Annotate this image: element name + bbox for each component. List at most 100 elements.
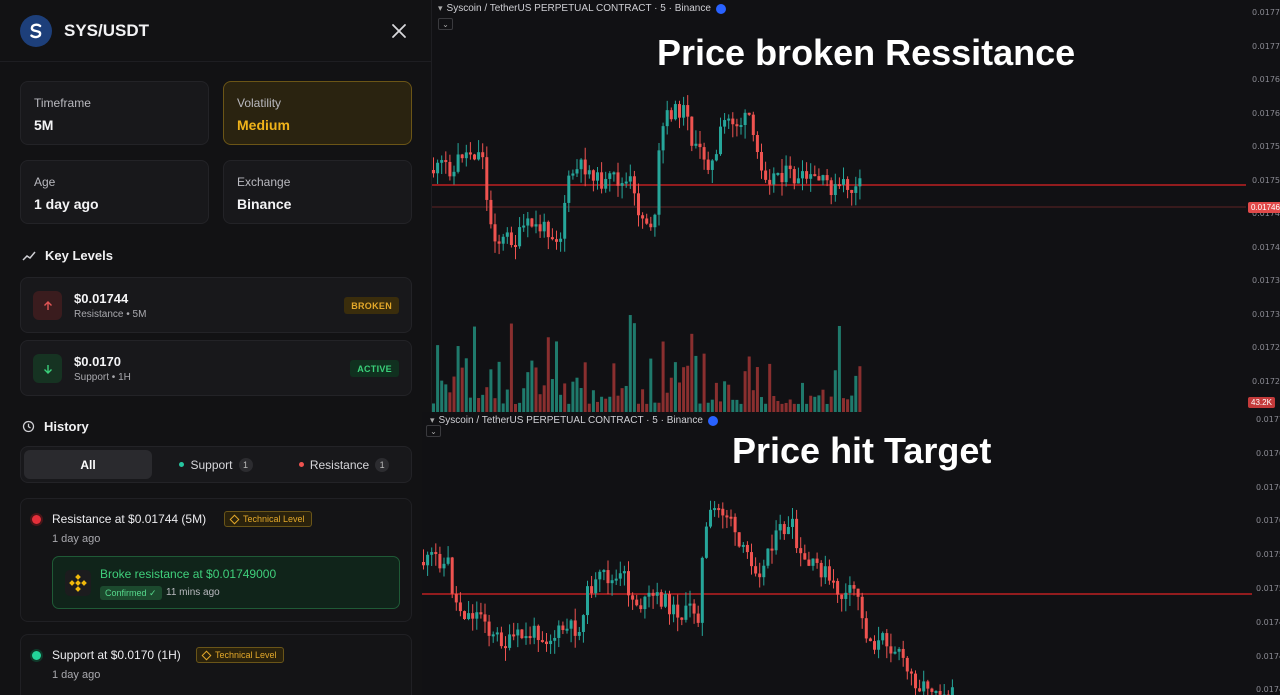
candle-body — [813, 174, 817, 177]
candle-body — [696, 613, 700, 623]
tab-all[interactable]: All — [24, 450, 152, 479]
volume-bar — [821, 389, 825, 412]
volume-bar — [612, 363, 616, 412]
chart-symbol-label: ▾ Syscoin / TetherUS PERPETUAL CONTRACT ·… — [438, 3, 726, 14]
candle-body — [782, 524, 786, 535]
candle-body — [745, 544, 749, 553]
volume-bar — [600, 396, 604, 412]
candle-body — [922, 681, 926, 692]
candle-body — [858, 178, 862, 187]
candle-body — [579, 159, 583, 170]
volume-bar — [678, 382, 681, 412]
candle-body — [649, 223, 653, 228]
candle-body — [850, 189, 854, 193]
volume-bar — [456, 346, 460, 412]
candle-body — [422, 562, 425, 566]
chevron-down-icon[interactable]: ⌄ — [438, 18, 453, 30]
event-title: Broke resistance at $0.01749000 — [100, 567, 277, 581]
candle-body — [930, 688, 934, 692]
volume-bar — [747, 356, 751, 412]
history-item-resistance[interactable]: Resistance at $0.01744 (5M) Technical Le… — [20, 498, 412, 622]
volume-bar — [632, 323, 636, 412]
candle-body — [645, 218, 649, 224]
candle-body — [692, 603, 696, 614]
candle-body — [632, 176, 636, 194]
volume-bar — [755, 367, 759, 412]
volume-bar — [813, 396, 817, 412]
candle-body — [491, 634, 495, 637]
volume-bar — [723, 381, 727, 412]
candle-body — [571, 173, 575, 176]
candle-body — [684, 605, 688, 620]
status-dot — [32, 651, 41, 660]
candle-body — [467, 613, 471, 620]
candle-body — [448, 161, 452, 177]
candle-body — [624, 181, 628, 184]
candle-body — [739, 125, 743, 128]
candle-body — [827, 566, 831, 581]
key-level-support[interactable]: $0.0170 Support • 1H ACTIVE — [20, 340, 412, 396]
candle-body — [768, 179, 772, 185]
candle-body — [750, 552, 753, 567]
price-tick: 0.01735 — [1252, 276, 1280, 285]
volume-bar — [546, 337, 550, 412]
candle-body — [512, 634, 516, 637]
candle-body — [823, 566, 827, 578]
candle-body — [559, 238, 563, 242]
price-tick: 0.01755 — [1252, 142, 1280, 151]
close-icon[interactable] — [387, 19, 411, 43]
level-details-panel: SYS/USDT Timeframe 5M Volatility Medium … — [0, 0, 432, 695]
exchange-value: Binance — [237, 196, 292, 212]
volume-bar — [604, 398, 608, 412]
candle-body — [914, 673, 917, 689]
timeframe-value: 5M — [34, 117, 54, 133]
volume-bar — [743, 371, 747, 412]
candle-body — [709, 509, 712, 527]
candle-body — [657, 150, 661, 215]
candle-body — [725, 515, 729, 518]
tab-label: All — [80, 457, 96, 472]
candle-body — [832, 580, 835, 583]
candle-body — [735, 124, 739, 127]
tab-resistance[interactable]: Resistance 1 — [280, 450, 408, 479]
volume-bar — [460, 367, 464, 412]
candle-body — [860, 596, 864, 619]
key-levels-heading: Key Levels — [22, 248, 113, 263]
tab-support[interactable]: Support 1 — [152, 450, 280, 479]
volatility-label: Volatility — [237, 96, 282, 110]
candle-body — [833, 184, 837, 196]
chevron-down-icon[interactable]: ⌄ — [426, 425, 441, 437]
candle-body — [694, 143, 698, 146]
candlestick-chart-top[interactable] — [432, 0, 1280, 412]
candle-body — [825, 175, 829, 181]
price-tick: 0.0176 — [1256, 482, 1280, 492]
candle-body — [848, 585, 852, 593]
candle-body — [569, 620, 573, 629]
candle-body — [680, 617, 684, 620]
volume-bar — [727, 384, 731, 412]
key-level-resistance[interactable]: $0.01744 Resistance • 5M BROKEN — [20, 277, 412, 333]
candle-body — [743, 112, 747, 126]
candle-body — [434, 552, 438, 555]
tab-label: Support — [190, 457, 233, 472]
volume-bar — [567, 403, 571, 412]
price-chart-top[interactable]: ▾ Syscoin / TetherUS PERPETUAL CONTRACT ·… — [432, 0, 1280, 412]
candle-body — [819, 562, 823, 578]
candle-body — [460, 154, 464, 159]
price-chart-bottom[interactable]: ▾ Syscoin / TetherUS PERPETUAL CONTRACT ·… — [422, 412, 1280, 695]
candle-body — [686, 105, 690, 117]
candle-body — [600, 172, 604, 189]
breakout-event[interactable]: Broke resistance at $0.01749000 Confirme… — [52, 556, 400, 609]
candle-body — [864, 618, 868, 639]
candlestick-chart-bottom[interactable] — [422, 412, 1280, 695]
candle-body — [678, 104, 681, 118]
candle-body — [598, 571, 602, 580]
candle-body — [481, 152, 485, 158]
candle-body — [663, 594, 667, 607]
volume-bar — [809, 395, 813, 412]
candle-body — [477, 152, 481, 160]
history-item-support[interactable]: Support at $0.0170 (1H) Technical Level … — [20, 634, 412, 695]
